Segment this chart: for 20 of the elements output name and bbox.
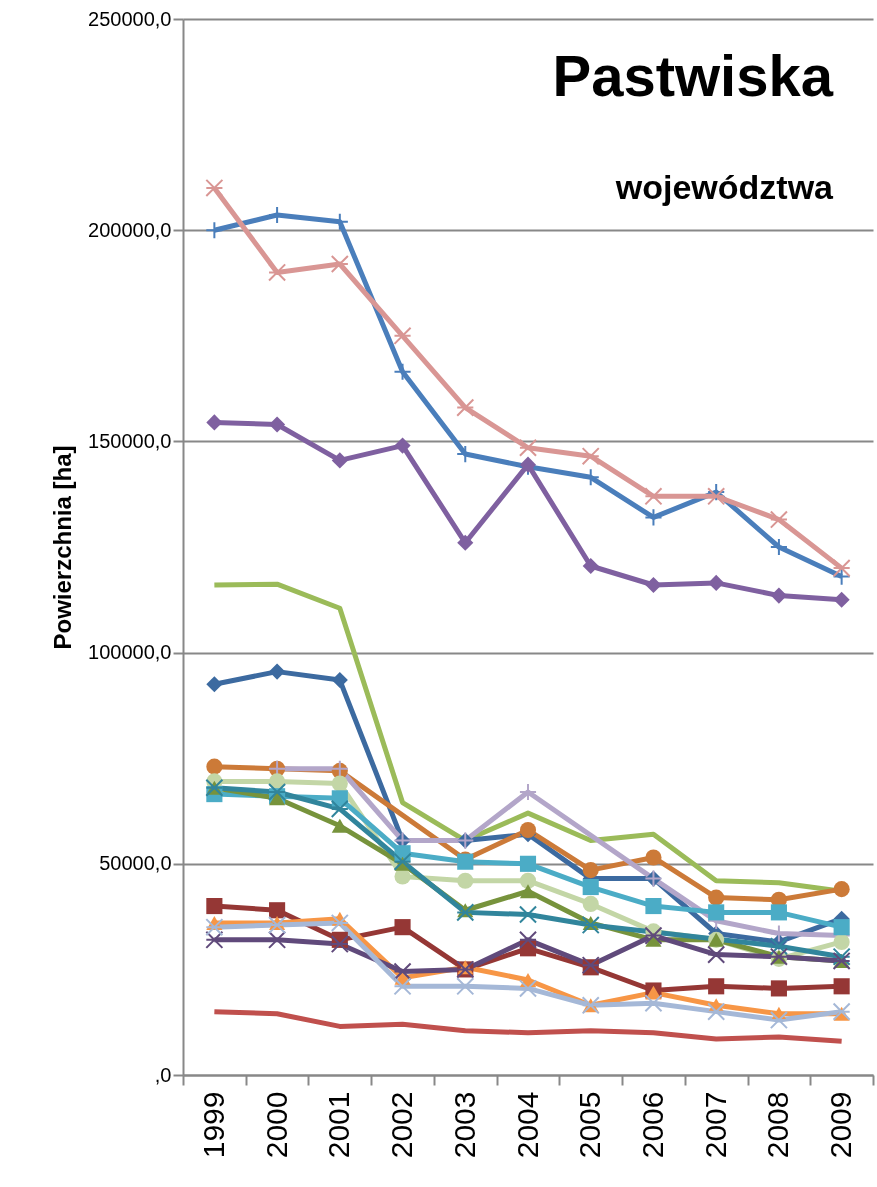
x-tick-label: 2006 xyxy=(635,1091,669,1159)
x-tick-label: 2005 xyxy=(573,1091,607,1159)
x-tick-label: 2007 xyxy=(698,1091,732,1159)
y-tick-label: ,0 xyxy=(154,1063,172,1086)
x-tick-label: 1999 xyxy=(196,1091,230,1159)
x-tick-label: 2008 xyxy=(761,1091,795,1159)
x-tick-label: 2000 xyxy=(259,1091,293,1159)
text: województwa xyxy=(614,168,835,206)
y-axis-title: Powierzchnia [ha] xyxy=(49,445,77,650)
y-tick-label: 50000,0 xyxy=(99,852,172,875)
y-tick-label: 100000,0 xyxy=(88,641,172,664)
x-tick-label: 2004 xyxy=(510,1091,544,1159)
x-tick-label: 2003 xyxy=(447,1091,481,1159)
chart-title: Pastwiska xyxy=(552,43,834,108)
y-tick-label: 200000,0 xyxy=(88,218,172,241)
x-tick-label: 2002 xyxy=(385,1091,419,1159)
y-tick-label: 250000,0 xyxy=(88,7,172,30)
y-tick-label: 150000,0 xyxy=(88,429,172,452)
x-tick-label: 2001 xyxy=(322,1091,356,1159)
x-tick-label: 2009 xyxy=(824,1091,858,1159)
